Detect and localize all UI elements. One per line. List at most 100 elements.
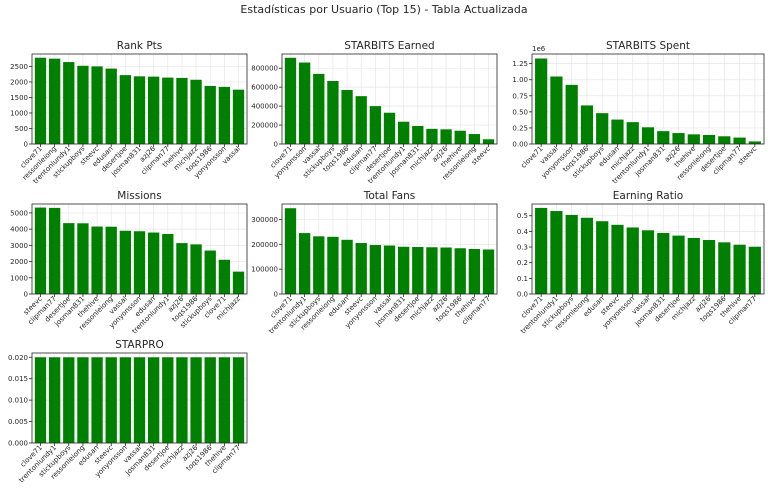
y-tick-label: 1000 (10, 109, 28, 117)
y-tick-label: 0.75 (512, 92, 528, 100)
y-tick-label: 4000 (10, 226, 28, 234)
bar-clove71 (284, 57, 297, 144)
bar-trentonlundy1 (63, 62, 75, 144)
bar-ressonleiong (48, 58, 61, 144)
bar-ressonleiong (105, 226, 117, 294)
bar-desertjoe (718, 136, 731, 144)
bar-azj26 (702, 240, 716, 294)
subplot-title: Missions (117, 190, 161, 202)
y-tick-label: 300000 (251, 216, 278, 224)
bar-michjazz (426, 247, 438, 294)
bar-steevc (34, 207, 47, 294)
bar-thehive (176, 77, 188, 144)
bar-vassal (641, 230, 655, 294)
bar-toqs1986 (341, 90, 353, 144)
bar-josman831 (657, 131, 670, 144)
y-tick-label: 0.4 (517, 228, 529, 236)
bar-vassal (232, 89, 245, 144)
bar-trentonlundy1 (397, 121, 410, 144)
bar-steevc (482, 139, 495, 144)
bar-trentonlundy1 (48, 357, 61, 443)
figure-title: Estadísticas por Usuario (Top 15) - Tabl… (240, 3, 527, 16)
y-tick-label: 400000 (251, 103, 278, 111)
subplot-6: Earning Ratio0.00.10.20.30.40.5clove71tr… (517, 190, 765, 335)
bar-azj26 (672, 133, 685, 144)
bar-clipman77 (748, 246, 761, 294)
y-tick-label: 3000 (10, 242, 28, 250)
bar-josman831 (147, 357, 160, 443)
y-tick-label: 100000 (251, 266, 278, 274)
y-tick-label: 0.3 (517, 244, 528, 252)
y-tick-label: 200000 (251, 241, 278, 249)
subplot-3: STARBITS Spent 0.00 0.25 0.50 0.75 1.00 1.25 1e… (512, 40, 765, 185)
y-tick-label: 0 (274, 141, 278, 149)
bar-clipman77 (369, 106, 382, 144)
bar-edusan (341, 239, 353, 294)
bar-yonyonsson (218, 86, 231, 144)
y-tick-label: 800000 (251, 65, 278, 73)
subplot-title: STARPRO (115, 339, 164, 351)
y-tick-label: 1500 (10, 94, 28, 102)
y-tick-label: 0.005 (8, 418, 28, 426)
bar-thehive (687, 134, 700, 144)
bar-ressonleiong (327, 236, 339, 294)
bar-clove71 (535, 207, 548, 294)
bar-josman831 (657, 232, 670, 294)
bar-vassal (313, 73, 325, 144)
bar-desertjoe (162, 357, 174, 443)
bar-clove71 (218, 259, 231, 294)
bar-vassal (550, 76, 563, 144)
subplot-title: STARBITS Spent (606, 40, 690, 52)
bar-edusan (596, 221, 609, 294)
bar-yonyonsson (133, 231, 146, 294)
bar-yonyonsson (626, 227, 639, 294)
bar-stickupboys (77, 65, 89, 144)
axis-multiplier-label: 1e6 (532, 45, 546, 53)
bar-azj26 (190, 357, 202, 443)
y-tick-label: 1000 (10, 274, 28, 282)
bar-trentonlundy1 (298, 233, 311, 294)
bar-clove71 (34, 57, 47, 144)
y-tick-label: 5000 (10, 209, 28, 217)
bar-stickupboys (565, 214, 578, 294)
bar-ressonleiong (468, 134, 481, 144)
bar-azj26 (440, 247, 452, 294)
bar-desertjoe (383, 112, 396, 144)
bar-stickupboys (313, 236, 325, 294)
y-tick-label: 0.0 (517, 291, 528, 299)
bar-trentonlundy1 (550, 211, 563, 294)
bar-edusan (147, 232, 160, 294)
y-tick-label: 0.015 (8, 375, 28, 383)
subplot-5: Total Fans0100000200000300000clove71tren… (251, 190, 498, 335)
y-tick-label: 600000 (251, 84, 278, 92)
subplot-title: STARBITS Earned (344, 40, 434, 52)
y-tick-label: 0.000 (8, 440, 28, 448)
bar-edusan (611, 119, 624, 144)
bar-ressonleiong (702, 135, 716, 144)
bar-vassal (383, 245, 396, 294)
bar-desertjoe (119, 75, 132, 144)
y-tick-label: 0.50 (512, 108, 528, 116)
bar-desertjoe (412, 247, 424, 294)
bar-michjazz (176, 357, 188, 443)
bar-josman831 (412, 126, 424, 144)
bar-thehive (454, 130, 466, 144)
bar-toqs1986 (190, 244, 202, 294)
bar-stickupboys (204, 250, 216, 294)
bar-clove71 (535, 58, 548, 144)
y-tick-label: 1.25 (512, 60, 528, 68)
bar-thehive (91, 226, 103, 294)
bar-azj26 (176, 243, 188, 294)
bar-clove71 (284, 208, 297, 294)
bar-stickupboys (63, 357, 75, 443)
bar-ressonleiong (77, 357, 89, 443)
y-tick-label: 0.2 (517, 259, 528, 267)
subplot-title: Total Fans (363, 190, 416, 202)
bar-michjazz (687, 237, 700, 294)
y-tick-label: 500 (15, 125, 28, 133)
bar-stickupboys (596, 113, 609, 144)
y-tick-label: 0 (274, 291, 278, 299)
bar-clove71 (34, 357, 47, 443)
y-tick-label: 0 (24, 141, 28, 149)
bar-toqs1986 (580, 105, 594, 144)
